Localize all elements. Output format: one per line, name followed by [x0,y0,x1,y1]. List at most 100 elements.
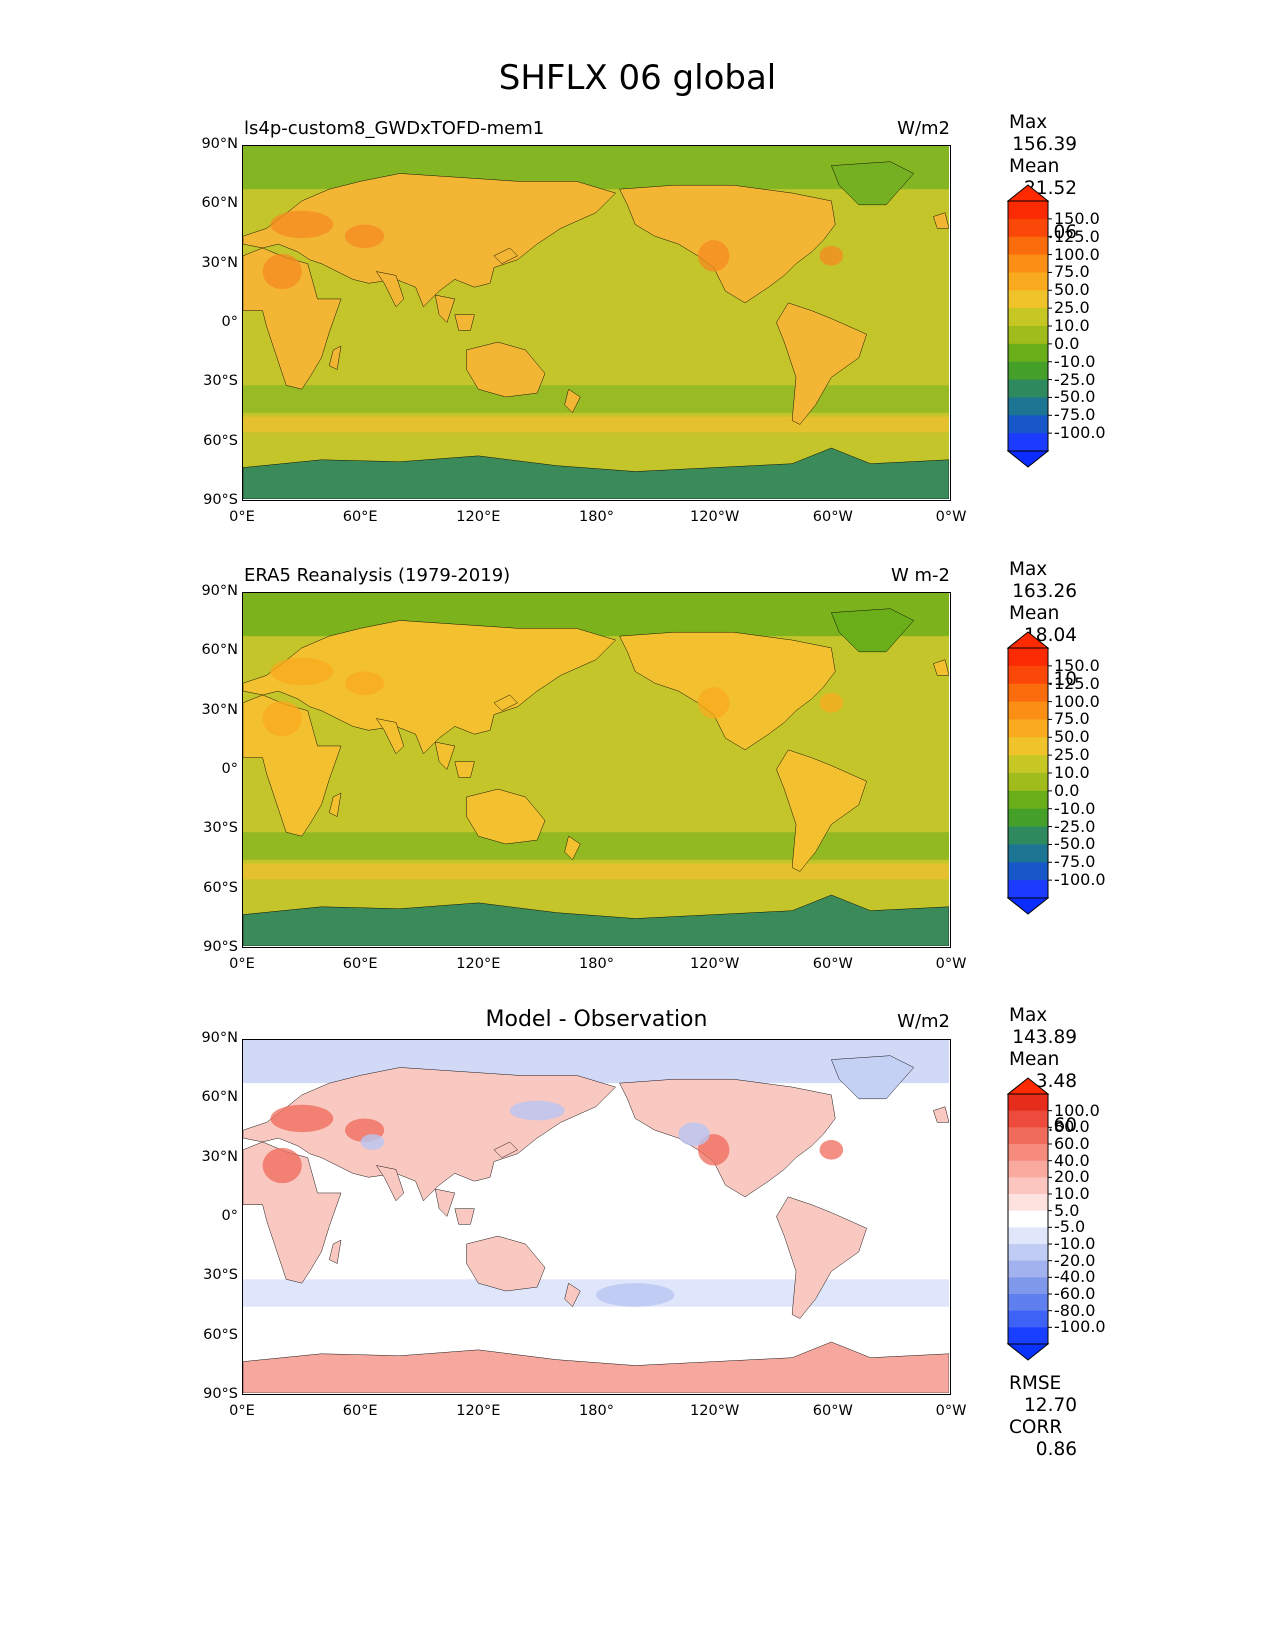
panel-units: W m-2 [890,565,950,586]
colorbar-segment [1008,1310,1048,1328]
max-label: Max [1009,112,1048,133]
colorbar-tick-label: -75.0 [1054,852,1096,872]
india-landmass [376,719,403,754]
colorbar-tick-label: 50.0 [1054,727,1090,747]
hotspot-region [262,1147,302,1184]
hotspot-region [697,687,730,719]
india-landmass [376,1166,403,1201]
lat-tick-label: 60°S [203,1326,238,1343]
colorbar-segment [1008,415,1048,434]
lon-tick-label: 180° [579,509,614,525]
panel-units: W/m2 [897,118,950,139]
colorbar-segment [1008,397,1048,416]
max-value: 163.26 [1012,581,1077,602]
uk-landmass [933,1107,949,1123]
colorbar-segment [1008,1327,1048,1345]
storm-track-band [243,416,949,433]
colorbar-tick-label: 25.0 [1054,745,1090,765]
colorbar-segment [1008,236,1048,256]
colorbar-segment [1008,737,1048,756]
max-label: Max [1009,559,1048,580]
australia-landmass [467,789,545,844]
lon-tick-label: 0°W [935,956,967,972]
colorbar-tick-label: 50.0 [1054,280,1090,300]
colorbar-segment [1008,201,1048,220]
lat-tick-label: 30°S [203,820,238,837]
colorbar-tick-label: 10.0 [1054,763,1090,782]
colorbar-segment [1008,790,1048,810]
lat-tick-label: 30°N [201,254,238,271]
uk-landmass [933,213,949,229]
lon-tick-label: 120°W [690,956,740,972]
colorbar-tick-label: -80.0 [1054,1300,1096,1320]
negative-anomaly-region [678,1122,710,1146]
colorbar-segment [1008,379,1048,398]
hotspot-region [819,1140,844,1160]
lat-tick-label: 90°S [203,1386,238,1402]
lat-tick-label: 30°S [203,1267,238,1284]
colorbar-segment [1008,755,1048,774]
colorbar-segment [1008,1177,1048,1195]
colorbar-tick-label: 0.0 [1054,780,1080,800]
map-model [242,145,951,501]
hotspot-region [344,671,385,695]
japan-landmass [494,1142,518,1158]
lat-tick-label: 30°S [203,373,238,390]
lat-tick-label: 0° [221,761,238,777]
colorbar-tick-label: -25.0 [1054,816,1096,836]
rmse-value: 12.70 [1024,1395,1077,1416]
lat-tick-label: 90°N [201,1030,238,1046]
colorbar-tick-label: -20.0 [1054,1250,1096,1270]
map-difference [242,1039,951,1395]
colorbar-segment [1008,1210,1048,1228]
colorbar-segment [1008,1277,1048,1295]
namerica-landmass [620,185,836,303]
panel-title: ERA5 Reanalysis (1979-2019) [244,565,511,586]
colorbar-tick-label: -10.0 [1054,1234,1096,1253]
map-observation [242,592,951,948]
colorbar-tick-label: 150.0 [1054,208,1100,228]
colorbar-segment [1008,701,1048,720]
colorbar-tick-label: 40.0 [1054,1150,1090,1170]
colorbar-segment [1008,1194,1048,1212]
namerica-landmass [620,632,836,750]
lat-tick-label: 90°N [201,136,238,152]
corr-value: 0.86 [1035,1439,1077,1460]
colorbar-segment [1008,719,1048,738]
colorbar-segment [1008,272,1048,291]
japan-landmass [494,248,518,264]
nz-landmass [565,1283,581,1307]
colorbar: 100.0 80.0 60.0 40.0 20.0 10.0 5.0 -5.0 -10.0 -20… [1006,1077,1106,1361]
colorbar-segment [1008,683,1048,703]
colorbar-segment [1008,1110,1048,1128]
figure-title: SHFLX 06 global [498,58,777,98]
lon-tick-label: 0°W [935,509,967,525]
colorbar-tick-label: 0.0 [1054,333,1080,353]
borneo-landmass [455,1209,475,1225]
lat-tick-label: 90°S [203,492,238,508]
lon-tick-label: 0°E [229,1403,255,1419]
lat-tick-label: 60°N [201,195,238,212]
lat-tick-label: 90°S [203,939,238,955]
max-value: 156.39 [1012,134,1077,155]
colorbar-segment [1008,1260,1048,1278]
lon-tick-label: 60°W [812,1403,853,1419]
corr-label: CORR [1009,1417,1063,1438]
colorbar-tick-label: -50.0 [1054,387,1096,407]
colorbar-segment [1008,773,1048,792]
colorbar-tick-label: -100.0 [1054,423,1106,443]
colorbar-tick-label: -60.0 [1054,1284,1096,1303]
lon-tick-label: 0°E [229,509,255,525]
colorbar-tick-label: -10.0 [1054,351,1096,371]
rmse-label: RMSE [1009,1373,1062,1394]
colorbar-over-extension [1006,184,1050,202]
colorbar-segment [1008,826,1048,845]
lon-tick-label: 120°E [456,956,501,972]
colorbar-segment [1008,290,1048,309]
samerica-landmass [776,303,866,425]
colorbar-tick-label: 25.0 [1054,298,1090,318]
madagascar-landmass [329,1240,341,1264]
seasia-landmass [435,742,455,769]
colorbar-over-extension [1006,1077,1050,1095]
lon-tick-label: 120°W [690,509,740,525]
